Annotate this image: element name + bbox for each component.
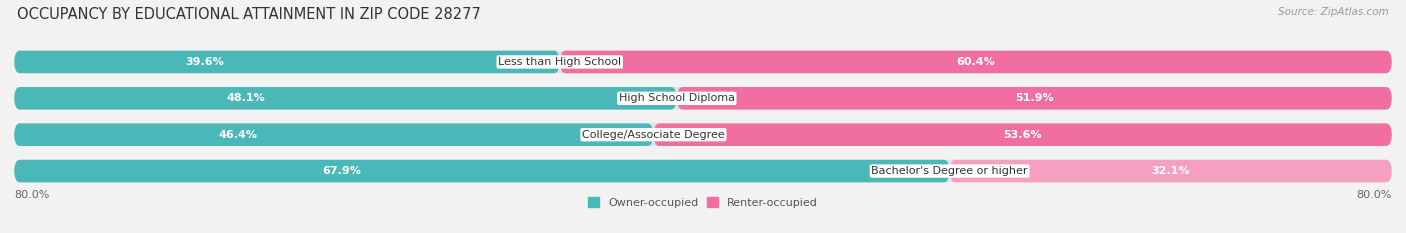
FancyBboxPatch shape: [676, 87, 1392, 110]
FancyBboxPatch shape: [949, 160, 1392, 182]
FancyBboxPatch shape: [14, 160, 949, 182]
Text: 51.9%: 51.9%: [1015, 93, 1053, 103]
FancyBboxPatch shape: [14, 51, 560, 73]
FancyBboxPatch shape: [14, 87, 1392, 110]
FancyBboxPatch shape: [14, 87, 676, 110]
FancyBboxPatch shape: [14, 123, 654, 146]
Text: Bachelor's Degree or higher: Bachelor's Degree or higher: [872, 166, 1028, 176]
FancyBboxPatch shape: [560, 51, 1392, 73]
Text: 39.6%: 39.6%: [186, 57, 225, 67]
Legend: Owner-occupied, Renter-occupied: Owner-occupied, Renter-occupied: [583, 193, 823, 212]
Text: 80.0%: 80.0%: [1357, 190, 1392, 200]
FancyBboxPatch shape: [14, 51, 1392, 73]
Text: 67.9%: 67.9%: [322, 166, 361, 176]
FancyBboxPatch shape: [14, 123, 1392, 146]
Text: 53.6%: 53.6%: [1004, 130, 1042, 140]
Text: 80.0%: 80.0%: [14, 190, 49, 200]
Text: College/Associate Degree: College/Associate Degree: [582, 130, 724, 140]
FancyBboxPatch shape: [14, 160, 1392, 182]
Text: High School Diploma: High School Diploma: [619, 93, 735, 103]
Text: 46.4%: 46.4%: [218, 130, 257, 140]
Text: Source: ZipAtlas.com: Source: ZipAtlas.com: [1278, 7, 1389, 17]
Text: Less than High School: Less than High School: [498, 57, 621, 67]
Text: 32.1%: 32.1%: [1152, 166, 1189, 176]
FancyBboxPatch shape: [654, 123, 1392, 146]
Text: 60.4%: 60.4%: [956, 57, 995, 67]
Text: OCCUPANCY BY EDUCATIONAL ATTAINMENT IN ZIP CODE 28277: OCCUPANCY BY EDUCATIONAL ATTAINMENT IN Z…: [17, 7, 481, 22]
Text: 48.1%: 48.1%: [226, 93, 266, 103]
